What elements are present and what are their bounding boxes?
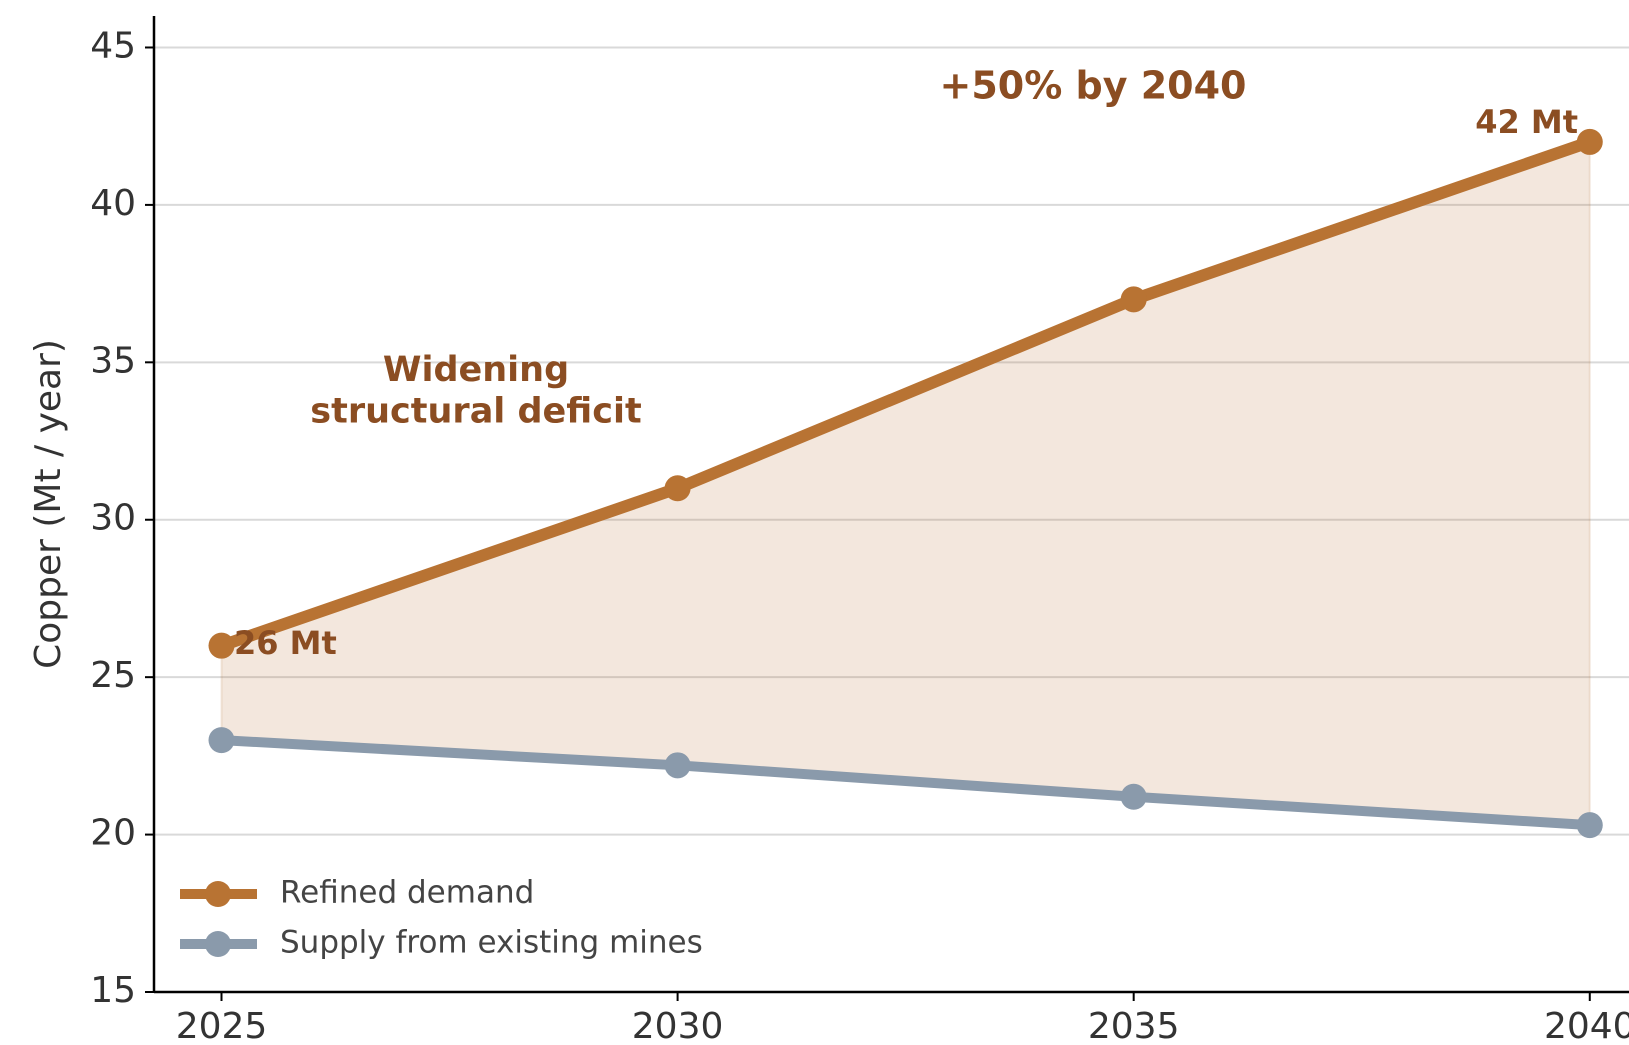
y-tick-label: 20 [90, 813, 136, 854]
y-tick-label: 25 [90, 655, 136, 696]
series-point [208, 632, 235, 659]
deficit-area [220, 140, 1591, 827]
y-axis-label: Copper (Mt / year) [28, 339, 69, 669]
y-tick-label: 30 [90, 498, 136, 539]
y-tick-label: 45 [90, 25, 136, 66]
x-tick-label: 2035 [1088, 1006, 1180, 1045]
annotation: 26 Mt [234, 624, 337, 662]
annotation-line: structural deficit [310, 391, 641, 431]
series-point [1120, 286, 1147, 313]
legend-label: Refined demand [280, 875, 534, 911]
annotation: 42 Mt [1475, 103, 1578, 141]
y-tick-label: 40 [90, 183, 136, 224]
legend-marker [205, 931, 231, 957]
annotation-line: Widening [383, 350, 569, 390]
y-tick-label: 15 [90, 970, 136, 1011]
series-point [1120, 783, 1147, 810]
x-tick-label: 2030 [632, 1006, 724, 1045]
series-line [219, 136, 1592, 652]
series-line [221, 735, 1591, 831]
series-point [664, 752, 691, 779]
y-tick-label: 35 [90, 340, 136, 381]
series-point [1576, 812, 1603, 839]
legend-marker [205, 881, 231, 907]
series-point [664, 475, 691, 502]
series-point [1576, 128, 1603, 155]
x-tick-label: 2040 [1544, 1006, 1629, 1045]
annotation: Widening structural deficit [310, 350, 641, 431]
annotation: +50% by 2040 [940, 64, 1247, 108]
series-point [208, 727, 235, 754]
x-tick-label: 2025 [176, 1006, 268, 1045]
legend-label: Supply from existing mines [280, 925, 703, 961]
